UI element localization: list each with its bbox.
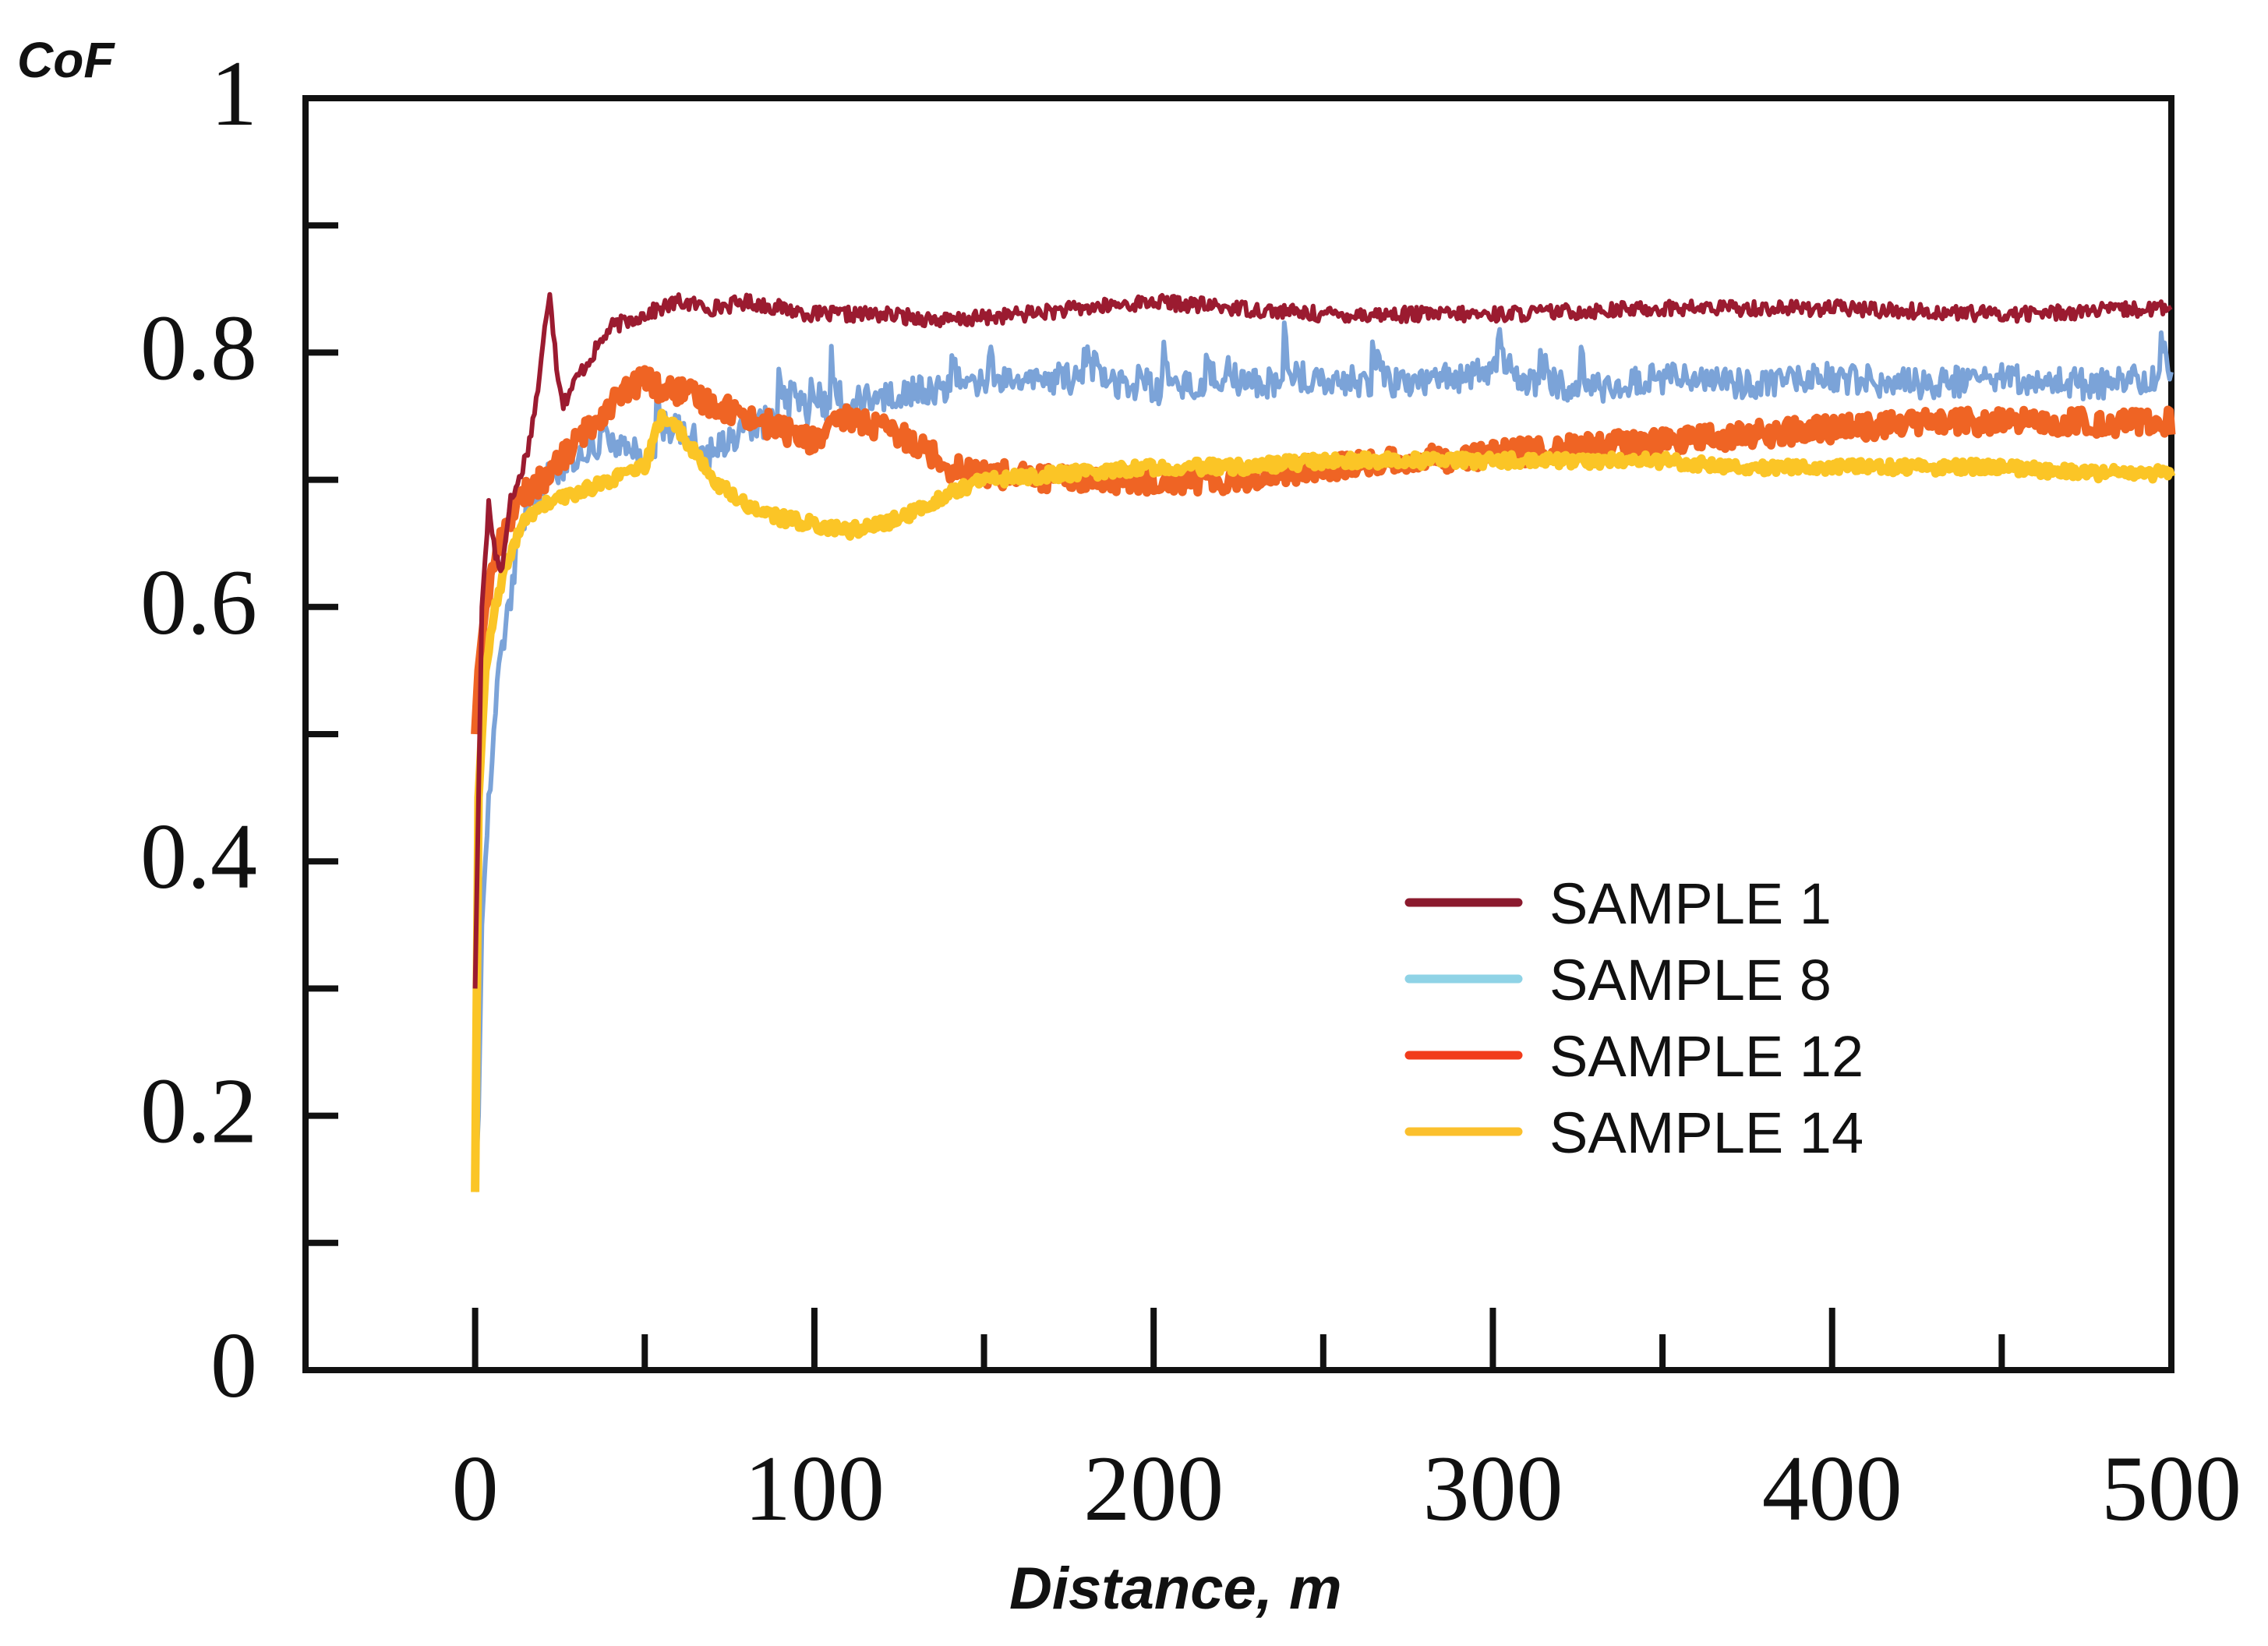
y-tick-label: 0 <box>210 1313 257 1417</box>
y-tick-label: 1 <box>210 41 257 145</box>
legend: SAMPLE 1 SAMPLE 8 SAMPLE 12 SAMPLE 14 <box>1404 871 1864 1165</box>
y-tick-label: 0.2 <box>140 1059 257 1163</box>
axis-ticks: 0 0.2 0.4 0.6 0.8 1 0 100 200 300 400 500 <box>140 41 2242 1540</box>
x-tick-label: 300 <box>1422 1436 1563 1540</box>
x-tick-label: 200 <box>1083 1436 1224 1540</box>
y-tick-label: 0.4 <box>140 804 257 908</box>
plot-frame <box>302 95 2174 1373</box>
x-axis-label: Distance, m <box>1009 1556 1342 1622</box>
data-series <box>471 291 2176 1192</box>
legend-label: SAMPLE 12 <box>1549 1024 1864 1089</box>
series-line-sample-14 <box>471 408 2176 1192</box>
y-tick-label: 0.6 <box>140 550 257 654</box>
x-tick-label: 100 <box>744 1436 885 1540</box>
x-tick-label: 0 <box>452 1436 499 1540</box>
series-line-sample-1 <box>472 291 2173 989</box>
x-tick-label: 500 <box>2101 1436 2242 1540</box>
legend-label: SAMPLE 14 <box>1549 1100 1864 1165</box>
y-axis-label: CoF <box>17 32 115 88</box>
series-line-sample-12 <box>471 365 2176 735</box>
y-tick-label: 0.8 <box>140 295 257 399</box>
legend-label: SAMPLE 8 <box>1549 948 1832 1012</box>
legend-label: SAMPLE 1 <box>1549 871 1832 936</box>
x-tick-label: 400 <box>1762 1436 1902 1540</box>
